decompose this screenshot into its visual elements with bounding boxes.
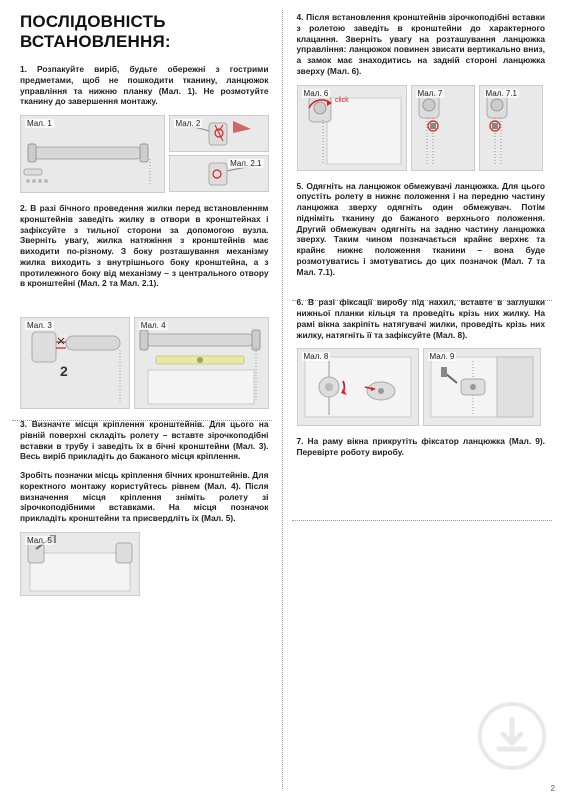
fig-row-2: Мал. 3 2 Мал. 4	[20, 317, 269, 409]
fig-9-label: Мал. 9	[428, 352, 457, 361]
step-7-text: 7. На раму вікна прикрутіть фіксатор лан…	[297, 436, 546, 458]
fig-1-label: Мал. 1	[25, 119, 54, 128]
page-title: ПОСЛІДОВНІСТЬ ВСТАНОВЛЕННЯ:	[20, 12, 269, 52]
svg-text:2: 2	[60, 363, 68, 379]
step-3b-text: Зробіть позначки місць кріплення бічних …	[20, 470, 269, 524]
figure-8: Мал. 8	[297, 348, 419, 426]
fig-3-label: Мал. 3	[25, 321, 54, 330]
figure-4: Мал. 4	[134, 317, 269, 409]
figure-2-1: Мал. 2.1	[169, 155, 269, 192]
figure-7: Мал. 7	[411, 85, 475, 171]
left-column: ПОСЛІДОВНІСТЬ ВСТАНОВЛЕННЯ: 1. Розпакуйт…	[0, 0, 283, 799]
figure-2: Мал. 2	[169, 115, 269, 152]
figure-5: Мал. 5	[20, 532, 140, 596]
step-4-text: 4. Після встановлення кронштейнів зірочк…	[297, 12, 546, 77]
watermark-icon	[477, 701, 547, 771]
step-5-text: 5. Одягніть на ланцюжок обмежувачі ланцю…	[297, 181, 546, 278]
fig-7-label: Мал. 7	[416, 89, 445, 98]
svg-text:click: click	[335, 97, 349, 104]
step-1-text: 1. Розпакуйте виріб, будьте обережні з г…	[20, 64, 269, 107]
page-number: 2	[551, 784, 555, 793]
fig-21-label: Мал. 2.1	[228, 159, 263, 168]
fig-row-4: Мал. 6 click Мал. 7	[297, 85, 546, 171]
fig-row-3: Мал. 5	[20, 532, 269, 596]
fig-row-5: Мал. 8 Мал. 9	[297, 348, 546, 426]
figure-3: Мал. 3 2	[20, 317, 130, 409]
fig-2-label: Мал. 2	[174, 119, 203, 128]
figure-9: Мал. 9	[423, 348, 541, 426]
fig-row-1: Мал. 1 Мал. 2	[20, 115, 269, 193]
fig-6-label: Мал. 6	[302, 89, 331, 98]
fig-4-label: Мал. 4	[139, 321, 168, 330]
right-column: 4. Після встановлення кронштейнів зірочк…	[283, 0, 565, 799]
figure-7-1: Мал. 7.1	[479, 85, 543, 171]
fig-8-label: Мал. 8	[302, 352, 331, 361]
step-6-text: 6. В разі фіксації виробу під нахил, вст…	[297, 297, 546, 340]
fig-71-label: Мал. 7.1	[484, 89, 519, 98]
figure-1: Мал. 1	[20, 115, 165, 193]
fig-5-label: Мал. 5	[25, 536, 54, 545]
figure-6: Мал. 6 click	[297, 85, 407, 171]
step-3a-text: 3. Визначте місця кріплення кронштейнів.…	[20, 419, 269, 462]
step-2-text: 2. В разі бічного проведення жилки перед…	[20, 203, 269, 289]
